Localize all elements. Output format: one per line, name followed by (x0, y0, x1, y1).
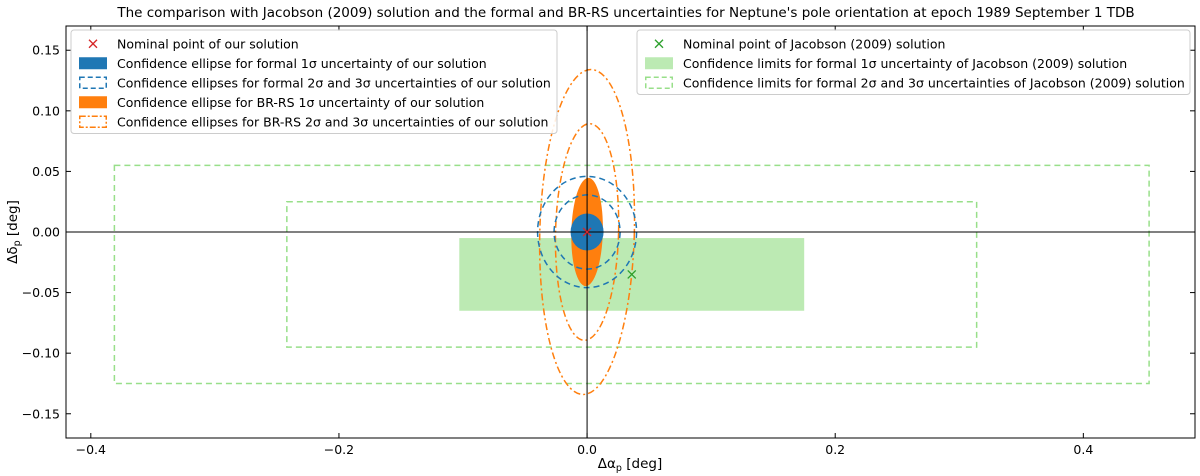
legend-handle (79, 76, 107, 89)
y-tick-label: 0.10 (32, 103, 60, 118)
x-tick-label: −0.4 (76, 442, 106, 457)
plot-area (66, 26, 1195, 438)
legend-handle (79, 96, 107, 109)
legend-label: Confidence ellipses for BR-RS 2σ and 3σ … (117, 114, 548, 129)
nominal-markers (582, 227, 637, 279)
legend-box (70, 29, 558, 134)
legend-label: Confidence limits for formal 2σ and 3σ u… (683, 75, 1185, 90)
legend-label: Confidence ellipse for formal 1σ uncerta… (117, 56, 487, 71)
jacobson-confidence-rects (113, 164, 1150, 385)
x-axis-ticks: −0.4 −0.2 0.0 0.2 0.4 (76, 26, 1093, 457)
x-tick-label: 0.0 (577, 442, 597, 457)
y-axis-label: Δδp [deg] (5, 200, 23, 264)
brrs-2sigma-ellipse (554, 122, 620, 342)
x-tick-label: −0.2 (324, 442, 354, 457)
brrs-3sigma-ellipse (538, 68, 636, 396)
legend-handle (88, 39, 98, 49)
jacobson-nominal-marker (627, 269, 637, 279)
y-axis-ticks: −0.15 −0.10 −0.05 0.00 0.05 0.10 0.15 (22, 43, 1195, 421)
y-tick-label: −0.15 (22, 406, 60, 421)
legend-label: Nominal point of Jacobson (2009) solutio… (683, 36, 945, 51)
x-tick-label: 0.2 (825, 442, 845, 457)
legend-handle (79, 57, 107, 70)
chart-title: The comparison with Jacobson (2009) solu… (116, 5, 1134, 21)
y-tick-label: −0.10 (22, 346, 60, 361)
legend-box (636, 29, 1191, 95)
legend-handle (654, 39, 664, 49)
legend-handle (645, 76, 673, 89)
legend-label: Nominal point of our solution (117, 36, 299, 51)
legend-label: Confidence limits for formal 1σ uncertai… (683, 56, 1127, 71)
x-tick-label: 0.4 (1073, 442, 1093, 457)
y-tick-label: −0.05 (22, 285, 60, 300)
legend-handle (645, 57, 673, 70)
jacobson-2sigma-rect (286, 200, 978, 348)
legend-handle (79, 115, 107, 128)
jacobson-3sigma-rect (113, 164, 1150, 385)
y-tick-label: 0.00 (32, 225, 60, 240)
y-tick-label: 0.05 (32, 164, 60, 179)
legend-our-solution: Nominal point of our solution Confidence … (70, 29, 558, 134)
x-axis-label: Δαp [deg] (598, 456, 662, 474)
legend-label: Confidence ellipse for BR-RS 1σ uncertai… (117, 95, 484, 110)
our-nominal-marker (582, 227, 592, 237)
legend-label: Confidence ellipses for formal 2σ and 3σ… (117, 75, 551, 90)
y-tick-label: 0.15 (32, 43, 60, 58)
legend-jacobson: Nominal point of Jacobson (2009) solutio… (636, 29, 1191, 95)
